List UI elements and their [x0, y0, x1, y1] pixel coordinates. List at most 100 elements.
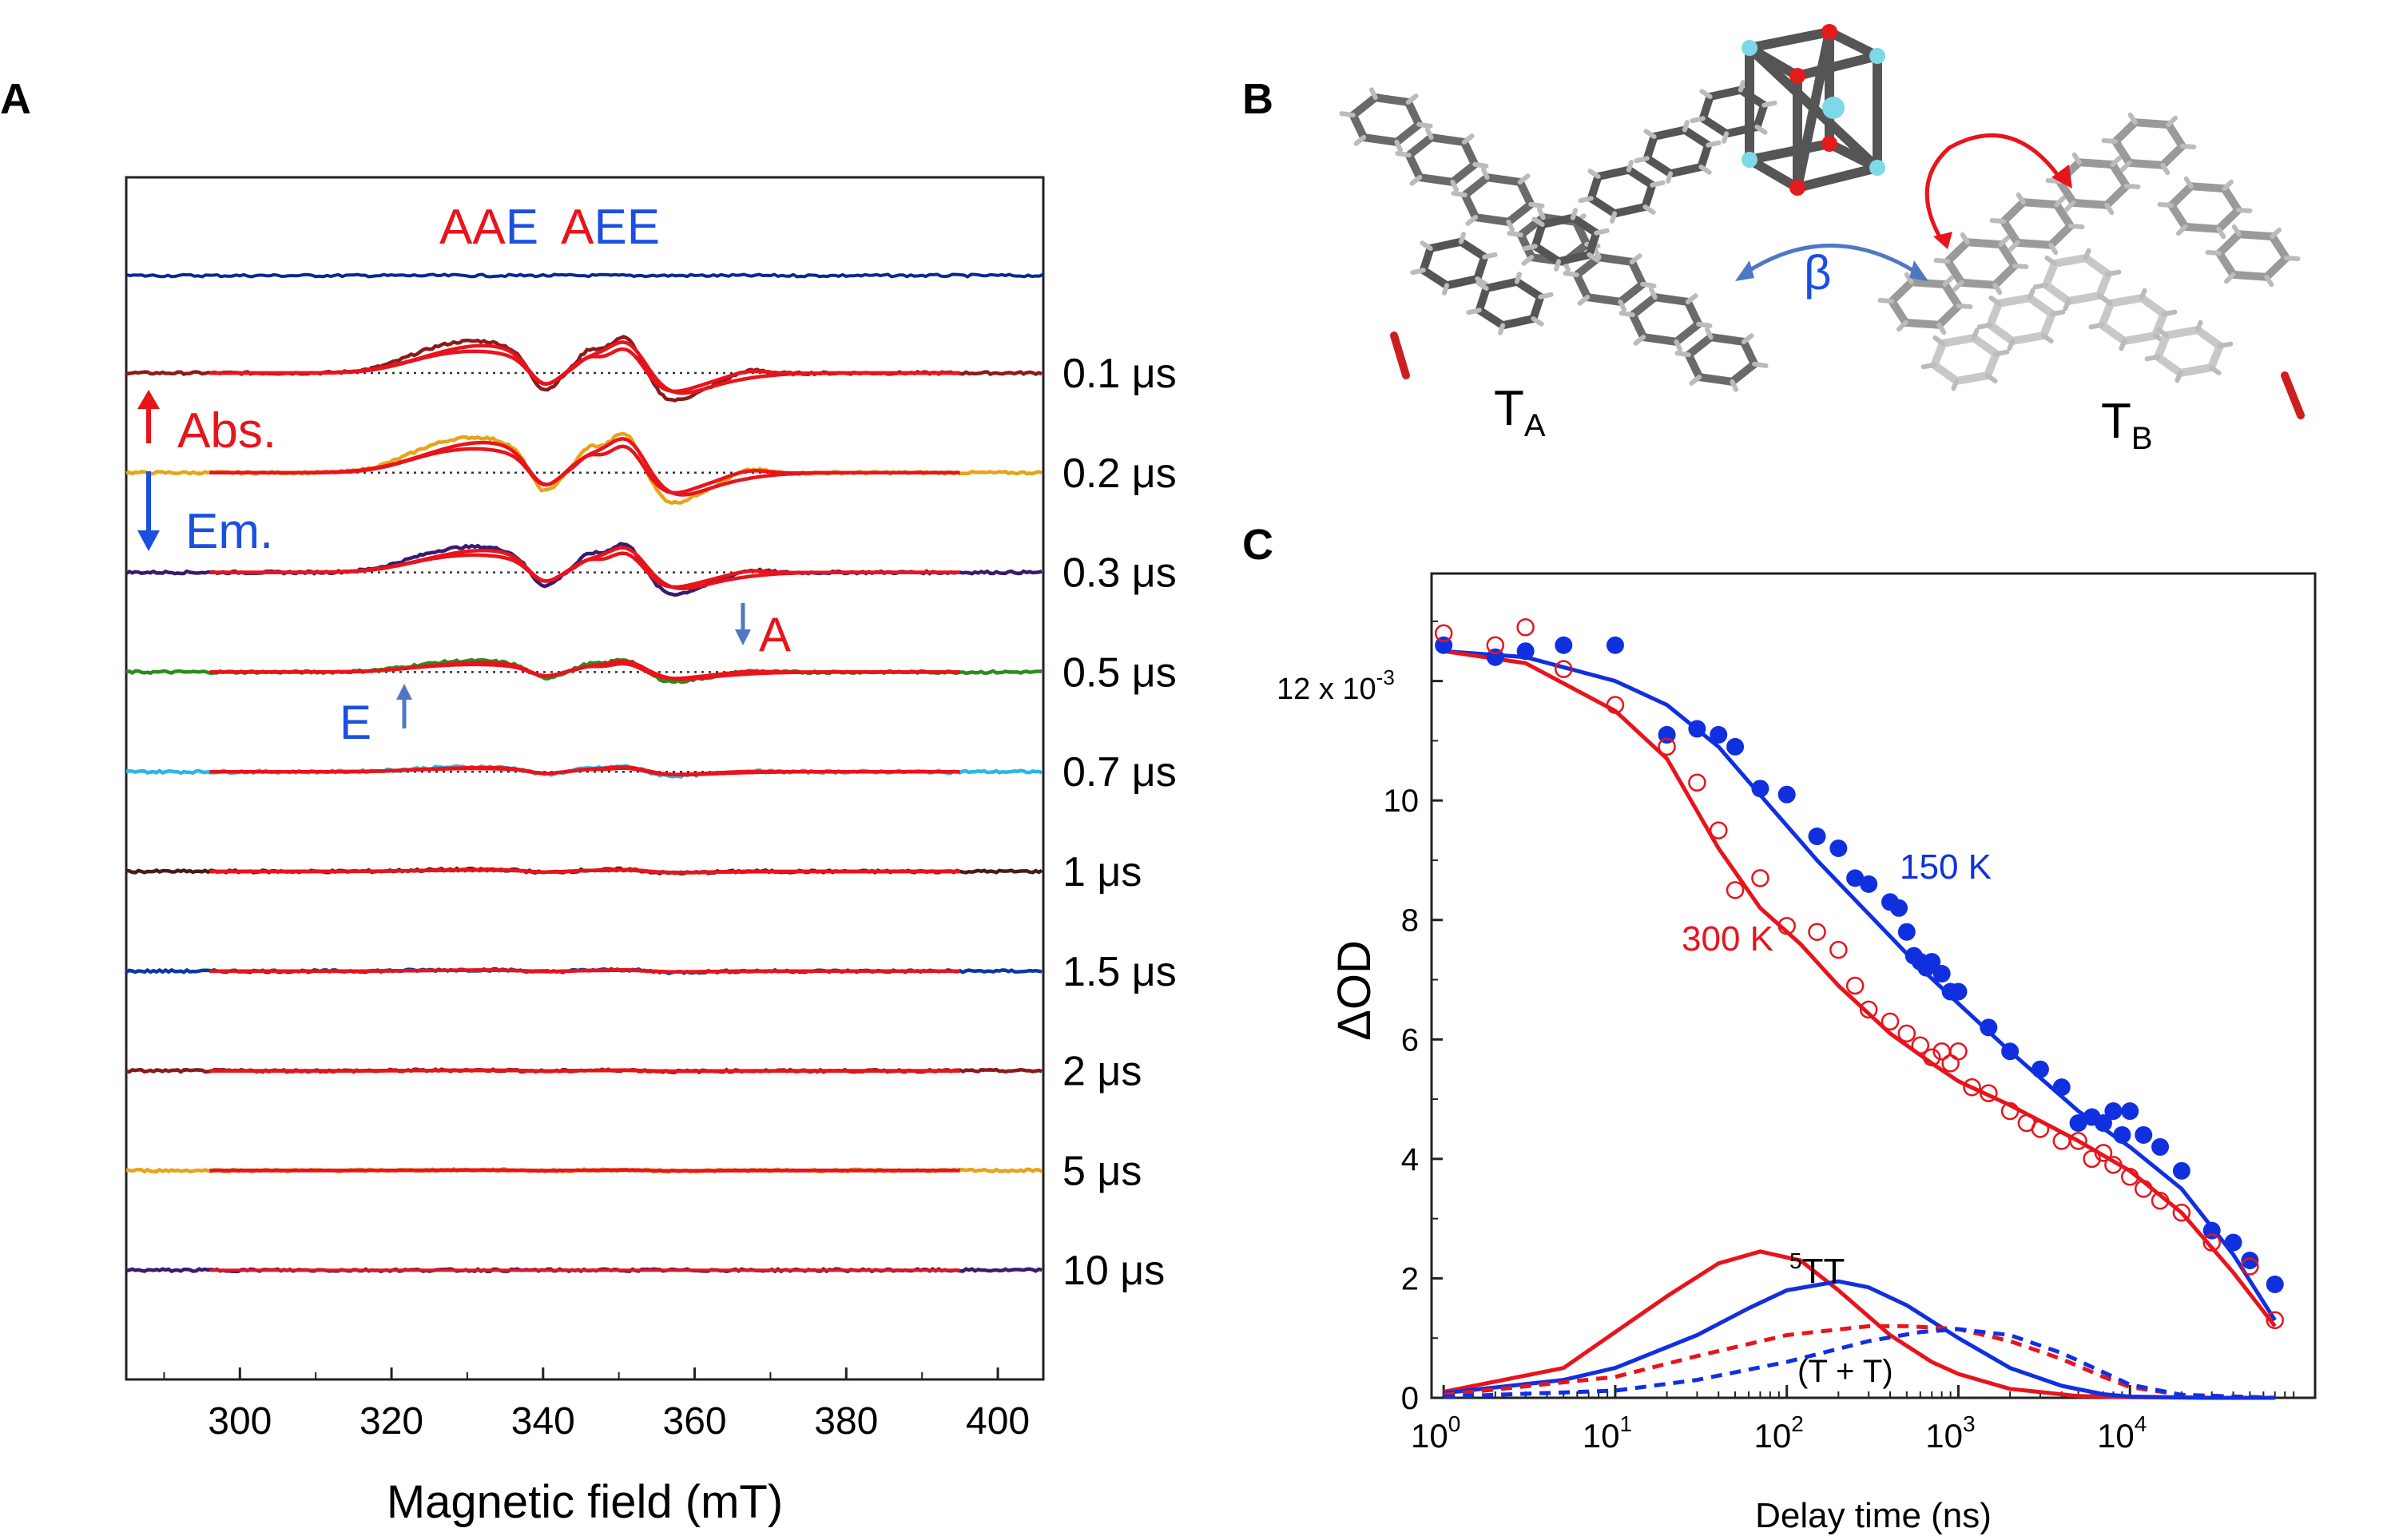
bond	[1963, 238, 2005, 249]
x-tick-label: 102	[1754, 1411, 1804, 1455]
cube-atom	[1869, 48, 1885, 64]
point-300k	[2069, 1132, 2087, 1150]
bond	[2156, 327, 2170, 338]
bond	[2047, 221, 2075, 249]
fit-line	[209, 867, 960, 875]
bond	[2176, 363, 2215, 377]
x-tick-base: 10	[1925, 1417, 1963, 1455]
tb-sub: B	[2131, 421, 2153, 456]
panel-label-b: B	[1242, 75, 1273, 123]
ta-label: TA	[1494, 381, 1546, 443]
bond	[1528, 201, 1545, 208]
bond	[1480, 167, 1490, 181]
bond	[1951, 378, 1960, 391]
ta-sub: A	[1524, 408, 1546, 443]
bond	[1610, 211, 1618, 224]
point-150k	[2151, 1137, 2170, 1156]
bond	[2016, 192, 2026, 205]
bond	[1554, 259, 1562, 272]
label-t-plus-t: (T + T)	[1797, 1354, 1893, 1389]
fit-line	[209, 766, 960, 776]
panel-a-frame	[125, 176, 1045, 1381]
point-300k	[1881, 1012, 1900, 1031]
bond	[1475, 280, 1489, 291]
point-300k	[1949, 1042, 1968, 1061]
bond	[2027, 288, 2036, 301]
label-5tt-main: TT	[1802, 1252, 1845, 1291]
bond	[1699, 89, 1713, 99]
rotation-arrow-head-top	[2051, 165, 2072, 189]
x-tick-label: 103	[1925, 1411, 1975, 1455]
panel-label-a: A	[0, 75, 31, 123]
bond	[1572, 271, 1592, 302]
bond	[2186, 182, 2229, 193]
bond	[1531, 216, 1545, 227]
bond	[1684, 333, 1715, 359]
bond	[1689, 375, 1702, 386]
curve-5tt-300-k	[1443, 1249, 2275, 1400]
bond	[1761, 100, 1777, 108]
bond	[1969, 334, 2000, 359]
bond	[2163, 326, 2202, 339]
bond	[1498, 323, 1506, 335]
x-tick-exp: 1	[1619, 1411, 1632, 1436]
point-300k	[1555, 660, 1573, 678]
point-300k	[2083, 1149, 2101, 1169]
bond	[1587, 252, 1600, 263]
bond	[1427, 133, 1468, 146]
panel-a-x-axis: 300 320 340 360 380 400	[163, 1367, 1030, 1443]
bond	[1629, 253, 1642, 264]
y-tick-label: 8	[1401, 903, 1419, 939]
panel-a-header: AAE AEE	[439, 200, 660, 255]
bond	[1482, 252, 1498, 260]
bond	[1538, 213, 1577, 228]
bond	[1745, 139, 1834, 165]
bond	[2119, 160, 2132, 173]
point-300k	[1941, 1054, 1960, 1073]
cube-atom	[1789, 180, 1805, 196]
bond	[1672, 320, 1703, 346]
bond	[1704, 327, 1714, 340]
bond	[2131, 118, 2173, 129]
point-150k	[1726, 737, 1745, 756]
bond	[1739, 337, 1759, 368]
bond	[1650, 293, 1692, 306]
bond	[1640, 281, 1657, 288]
bond	[1514, 272, 1522, 284]
curve-300-k-fit	[1443, 649, 2277, 1328]
bond	[1531, 316, 1544, 327]
bond	[1706, 333, 1748, 346]
bond	[1507, 231, 1523, 238]
bond	[1499, 315, 1538, 330]
abs-label: Abs.	[177, 403, 276, 458]
bond	[1618, 299, 1627, 312]
bond	[2048, 242, 2059, 256]
point-150k	[1829, 839, 1848, 857]
bond	[2222, 179, 2234, 192]
bond	[1475, 306, 1507, 330]
x-tick-exp: 3	[1963, 1411, 1976, 1436]
bond	[1404, 97, 1424, 129]
bond	[1538, 292, 1554, 300]
fit-line	[209, 437, 960, 497]
curve-5tt-150-k	[1443, 1279, 2275, 1400]
bond	[2223, 272, 2236, 284]
bond	[1515, 177, 1535, 208]
bond	[2166, 115, 2178, 128]
bond	[1611, 203, 1650, 218]
bond	[1666, 163, 1706, 178]
bond	[1754, 125, 1768, 135]
bond	[1793, 27, 1834, 192]
bond	[1971, 327, 1980, 341]
point-150k	[1889, 899, 1908, 917]
bond	[2008, 240, 2020, 252]
bond	[1745, 155, 1802, 192]
bond	[1993, 349, 2010, 357]
trace-label: 10 μs	[1062, 1248, 1165, 1294]
bond	[2127, 112, 2138, 125]
bond	[1456, 237, 1489, 261]
bond	[2104, 202, 2115, 216]
cube-atom	[1821, 136, 1837, 152]
bond	[1371, 93, 1412, 106]
